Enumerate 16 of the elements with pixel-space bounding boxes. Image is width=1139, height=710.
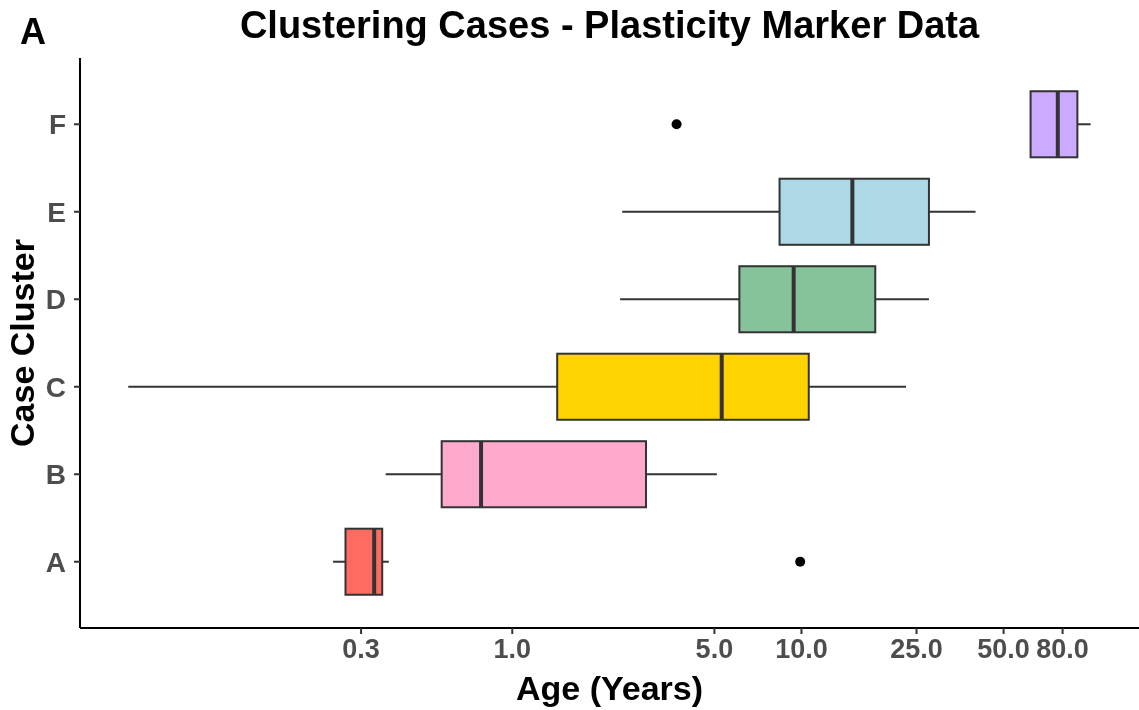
- y-tick-label: C: [45, 371, 66, 403]
- chart-title: Clustering Cases - Plasticity Marker Data: [239, 4, 980, 46]
- y-tick-label: E: [47, 196, 66, 228]
- x-tick-label: 5.0: [695, 634, 734, 664]
- x-tick-label: 80.0: [1036, 634, 1089, 664]
- y-axis-title: Case Cluster: [3, 239, 41, 447]
- x-tick-label: 1.0: [493, 634, 532, 664]
- x-tick-label: 50.0: [977, 634, 1030, 664]
- x-tick-label: 10.0: [775, 634, 828, 664]
- x-axis-title: Age (Years): [515, 669, 704, 707]
- y-tick-label: D: [45, 284, 66, 316]
- y-tick-label: A: [45, 546, 66, 578]
- y-tick-label: F: [48, 109, 66, 141]
- y-tick-label: B: [45, 459, 66, 491]
- x-tick-label: 0.3: [342, 634, 380, 664]
- x-tick-label: 25.0: [890, 634, 943, 664]
